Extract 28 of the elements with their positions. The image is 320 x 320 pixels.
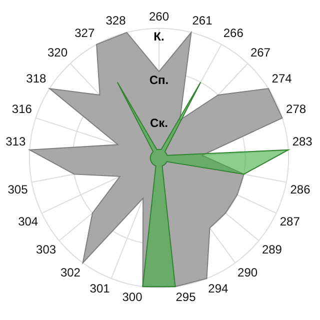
spoke-label: 267: [250, 46, 271, 60]
spoke-label: 290: [238, 266, 258, 280]
spoke-label: 283: [292, 134, 313, 149]
spoke-label: 261: [192, 14, 213, 28]
spoke-label: 304: [18, 214, 38, 228]
spoke-label: 318: [26, 72, 47, 86]
spoke-label: 301: [90, 282, 110, 296]
spoke-label: 266: [223, 26, 244, 40]
spoke-label: 278: [286, 102, 306, 116]
spoke-label: 303: [36, 242, 56, 257]
spoke-label: 320: [48, 46, 68, 60]
spoke-label: 287: [280, 214, 300, 228]
spoke-label: 327: [74, 26, 95, 40]
spoke-label: 316: [12, 102, 32, 116]
spoke-label: 295: [176, 290, 196, 304]
spoke-label: 302: [60, 266, 81, 280]
spoke-label: 289: [262, 242, 282, 257]
spoke-label: 305: [8, 182, 28, 197]
y-tick-label: Сп.: [149, 72, 169, 87]
spoke-label: 260: [148, 10, 170, 24]
spoke-label: 328: [106, 14, 126, 28]
spoke-label: 286: [290, 182, 311, 197]
spoke-label: 294: [208, 282, 229, 296]
spoke-label: 313: [6, 134, 26, 149]
spoke-label: 300: [122, 290, 143, 304]
y-tick-label: Ск.: [150, 116, 168, 130]
y-tick-label: К.: [154, 30, 164, 44]
spoke-label: 274: [272, 72, 292, 86]
